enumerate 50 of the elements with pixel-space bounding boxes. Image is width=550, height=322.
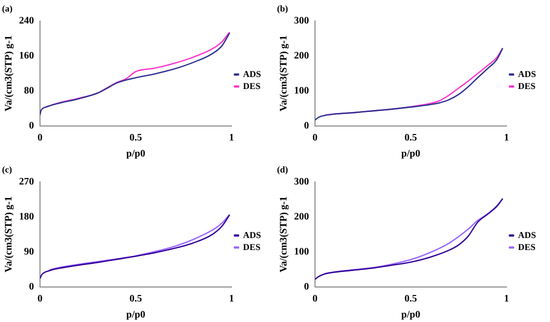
x-tick-label: 0 — [312, 294, 318, 305]
legend-label: ADS — [518, 230, 536, 240]
legend-label: DES — [518, 80, 536, 91]
x-tick-label: 0 — [38, 132, 42, 144]
y-axis-title: Va/(cm3(STP) g-1 — [278, 196, 290, 272]
legend-label: DES — [518, 242, 536, 252]
x-axis-title: p/p0 — [126, 310, 146, 321]
y-tick-label: 0 — [29, 120, 34, 132]
legend-label: ADS — [518, 68, 536, 79]
chart-title: (c) — [2, 164, 12, 175]
x-tick-label: 1 — [228, 294, 234, 305]
y-tick-label: 0 — [304, 282, 309, 293]
x-tick-label: 0.5 — [404, 294, 417, 305]
x-tick-label: 0.5 — [130, 132, 142, 144]
x-tick-label: 0 — [312, 132, 318, 144]
legend-label: DES — [242, 80, 261, 91]
x-axis-title: p/p0 — [401, 148, 420, 160]
x-tick-label: 1 — [228, 132, 234, 144]
y-axis-title: Va/(cm3(STP) g-1 — [4, 35, 15, 112]
chart-title: (a) — [2, 4, 12, 14]
y-tick-label: 80 — [24, 86, 34, 97]
y-axis-title: Va/(cm3(STP) g-1 — [278, 35, 290, 112]
y-tick-label: 0 — [304, 120, 309, 132]
x-tick-label: 0.5 — [404, 132, 417, 144]
x-tick-label: 1 — [504, 132, 509, 144]
y-tick-label: 100 — [294, 86, 309, 97]
line-series — [48, 214, 230, 271]
line-series — [40, 214, 230, 280]
y-tick-label: 180 — [19, 211, 34, 222]
chart-title: (b) — [277, 4, 288, 14]
x-tick-label: 0.5 — [130, 294, 142, 305]
y-tick-label: 300 — [294, 15, 309, 26]
y-tick-label: 300 — [294, 176, 309, 188]
y-tick-label: 160 — [19, 50, 34, 62]
y-tick-label: 200 — [294, 211, 309, 222]
y-tick-label: 270 — [19, 176, 34, 188]
y-tick-label: 240 — [19, 15, 34, 26]
legend-label: ADS — [242, 68, 262, 79]
x-tick-label: 0 — [38, 294, 42, 305]
y-tick-label: 90 — [24, 246, 34, 258]
x-axis-title: p/p0 — [401, 310, 420, 321]
y-tick-label: 100 — [294, 246, 309, 258]
y-tick-label: 0 — [29, 282, 34, 293]
legend-label: ADS — [242, 230, 262, 240]
chart-title: (d) — [277, 164, 288, 175]
y-tick-label: 200 — [294, 50, 309, 62]
x-axis-title: p/p0 — [126, 148, 146, 160]
x-tick-label: 1 — [504, 294, 509, 305]
y-axis-title: Va/(cm3(STP) g-1 — [4, 196, 15, 272]
legend-label: DES — [242, 242, 261, 252]
